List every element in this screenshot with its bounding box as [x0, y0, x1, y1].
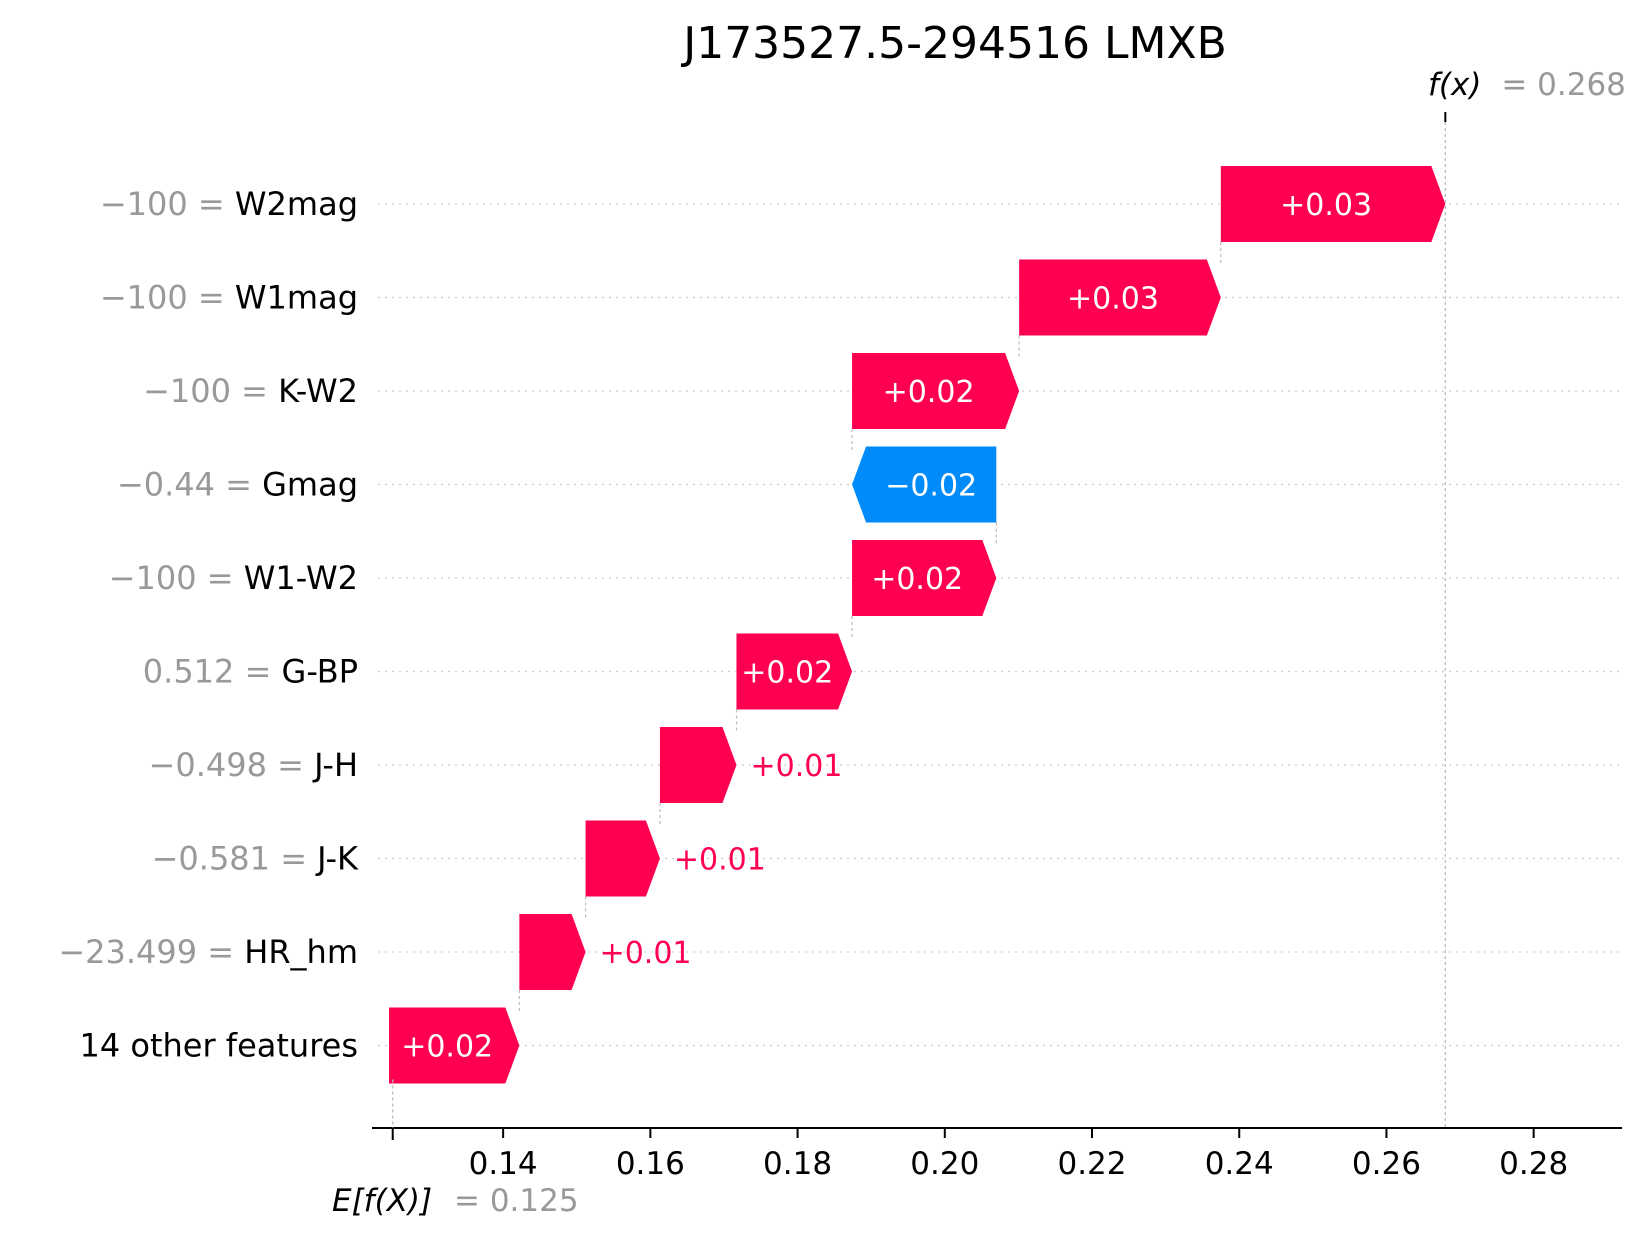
output-value: = 0.268 [1501, 67, 1626, 103]
feature-label: −100 = W1-W2 [109, 559, 358, 597]
contribution-bar [519, 914, 586, 990]
value-markers: f(x) = 0.268 E[f(X)] = 0.125 [332, 67, 1626, 1219]
bar-value-label: +0.02 [741, 656, 833, 691]
bar-value-label: +0.01 [600, 936, 692, 971]
chart-title: J173527.5-294516 LMXB [680, 18, 1227, 69]
bar-value-label: +0.02 [871, 562, 963, 597]
output-label: f(x) [1428, 67, 1481, 103]
feature-name: W1mag [235, 279, 358, 317]
feature-name: 14 other features [79, 1027, 358, 1065]
feature-label: −100 = K-W2 [143, 372, 358, 410]
contribution-bar [852, 446, 997, 523]
feature-value: −0.44 = [117, 466, 262, 504]
x-tick-label: 0.22 [1057, 1146, 1126, 1182]
feature-value: −100 = [100, 279, 235, 317]
feature-value: −100 = [143, 372, 278, 410]
output-value-annotation: f(x) = 0.268 [1428, 67, 1626, 103]
base-label: E[f(X)] [332, 1183, 432, 1219]
x-tick-label: 0.26 [1352, 1146, 1421, 1182]
feature-label: 0.512 = G-BP [143, 653, 358, 691]
x-tick-label: 0.24 [1205, 1146, 1274, 1182]
x-axis: 0.14 0.16 0.18 0.20 0.22 0.24 0.26 0.28 [372, 1127, 1622, 1182]
feature-name: HR_hm [244, 933, 358, 971]
bar-value-label: +0.01 [674, 843, 766, 878]
feature-name: Gmag [262, 466, 358, 504]
x-tick-label: 0.14 [469, 1146, 538, 1182]
contribution-bar [852, 353, 1020, 429]
feature-value: −23.499 = [58, 933, 244, 971]
feature-label: −23.499 = HR_hm [58, 933, 358, 971]
bar-value-label: +0.02 [883, 375, 975, 410]
feature-name: J-K [315, 840, 359, 878]
contribution-bar [852, 540, 997, 616]
base-value: = 0.125 [454, 1183, 579, 1219]
feature-name: W2mag [235, 185, 358, 223]
contribution-bar [736, 633, 853, 710]
feature-name: W1-W2 [244, 559, 358, 597]
contribution-bar [585, 820, 660, 897]
contribution-bar [389, 1007, 520, 1084]
feature-label: −0.498 = J-H [149, 746, 358, 784]
bar-value-label: −0.02 [885, 469, 977, 504]
contribution-bar [1220, 166, 1446, 242]
bar-value-label: +0.02 [401, 1030, 493, 1065]
bar-layer: +0.03 +0.03 +0.02 −0.02 +0.02 +0.02 +0.01 +0.01… [389, 166, 1446, 1084]
feature-label: −100 = W2mag [100, 185, 358, 223]
feature-value: 0.512 = [143, 653, 282, 691]
contribution-bar [1019, 259, 1221, 336]
bar-value-label: +0.03 [1067, 282, 1159, 317]
x-tick-label: 0.28 [1499, 1146, 1568, 1182]
feature-value: −100 = [109, 559, 244, 597]
feature-name: K-W2 [278, 372, 358, 410]
feature-name: G-BP [282, 653, 358, 691]
bar-value-label: +0.03 [1280, 188, 1372, 223]
feature-label: −100 = W1mag [100, 279, 358, 317]
base-value-annotation: E[f(X)] = 0.125 [332, 1183, 579, 1219]
feature-value: −100 = [100, 185, 235, 223]
bar-value-label: +0.01 [750, 749, 842, 784]
x-tick-label: 0.18 [763, 1146, 832, 1182]
y-axis-labels: −100 = W2mag−100 = W1mag−100 = K-W2−0.44… [58, 185, 359, 1065]
feature-label: −0.581 = J-K [152, 840, 359, 878]
feature-name: J-H [312, 746, 358, 784]
x-tick-label: 0.20 [910, 1146, 979, 1182]
x-tick-label: 0.16 [616, 1146, 685, 1182]
feature-label: −0.44 = Gmag [117, 466, 358, 504]
feature-value: −0.498 = [149, 746, 315, 784]
feature-value: −0.581 = [152, 840, 318, 878]
feature-label: 14 other features [79, 1027, 358, 1065]
contribution-bar [659, 727, 737, 803]
